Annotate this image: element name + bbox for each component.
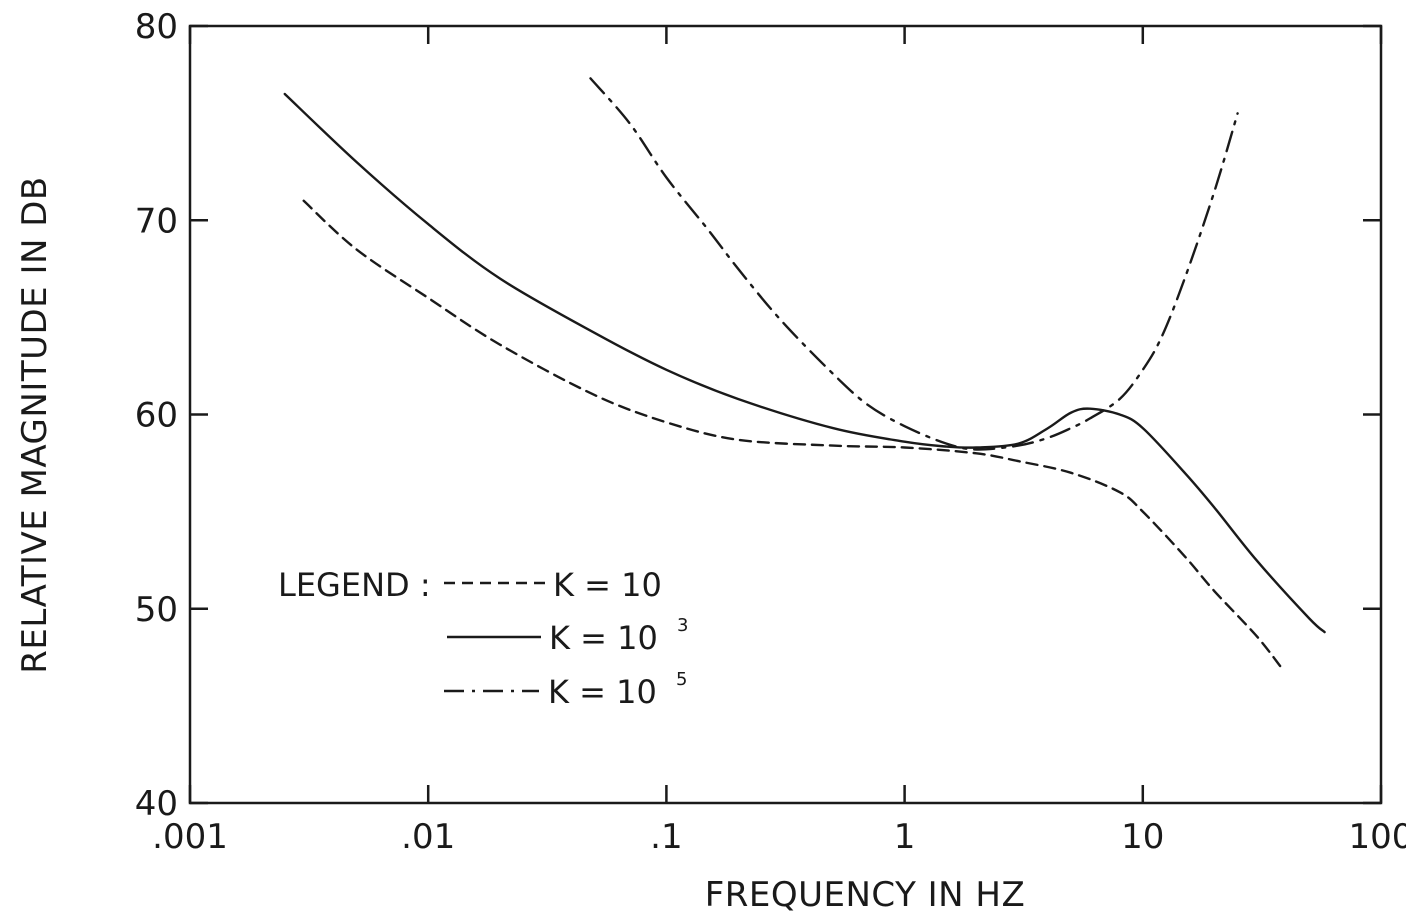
legend-title: LEGEND : bbox=[278, 566, 431, 604]
y-tick-label: 50 bbox=[135, 590, 178, 630]
series-line-1 bbox=[302, 199, 1283, 669]
x-tick-label: .001 bbox=[152, 817, 228, 857]
y-tick-label: 70 bbox=[135, 201, 178, 241]
x-tick-label: 100 bbox=[1349, 817, 1406, 857]
y-tick-label: 40 bbox=[135, 784, 178, 824]
x-tick-label: 10 bbox=[1121, 817, 1164, 857]
x-tick-label: .01 bbox=[401, 817, 455, 857]
series-line-3 bbox=[589, 77, 1239, 451]
legend-label-exponent-3: 5 bbox=[676, 669, 687, 690]
legend-label-1: K = 10 bbox=[553, 566, 662, 604]
y-tick-label: 60 bbox=[135, 396, 178, 436]
legend-label-2: K = 10 bbox=[549, 619, 658, 657]
x-tick-label: 1 bbox=[894, 817, 916, 857]
series-line-2 bbox=[283, 92, 1326, 634]
legend-label-3: K = 10 bbox=[548, 673, 657, 711]
y-tick-labels: 40 50 60 70 80 bbox=[135, 7, 178, 824]
legend: LEGEND : K = 10 K = 10 3 K = 10 5 bbox=[278, 566, 688, 711]
series-layer bbox=[283, 77, 1326, 669]
x-axis-title: FREQUENCY IN HZ bbox=[705, 875, 1026, 915]
y-axis-title: RELATIVE MAGNITUDE IN DB bbox=[15, 176, 55, 674]
tick-marks bbox=[188, 24, 1383, 805]
legend-label-exponent-2: 3 bbox=[677, 615, 688, 636]
x-tick-labels: .001 .01 .1 1 10 100 bbox=[152, 817, 1406, 857]
x-tick-label: .1 bbox=[650, 817, 682, 857]
y-tick-label: 80 bbox=[135, 7, 178, 47]
